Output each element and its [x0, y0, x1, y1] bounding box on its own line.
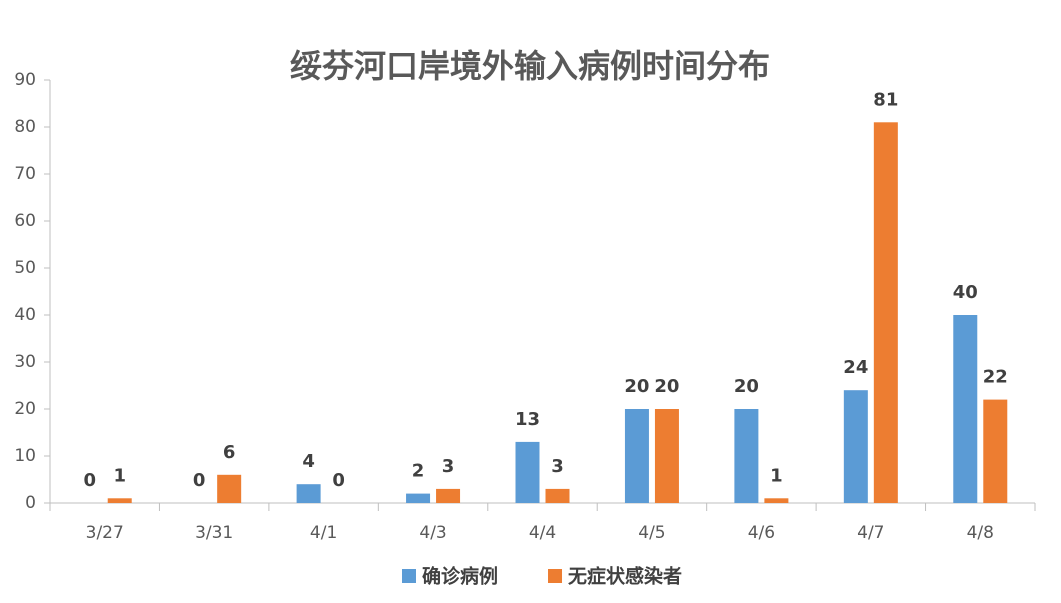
value-label: 3 — [442, 456, 455, 477]
bar — [515, 441, 540, 503]
bar — [107, 498, 132, 503]
value-label: 40 — [953, 282, 978, 303]
x-tick-label: 3/27 — [86, 523, 124, 543]
legend-swatch — [402, 569, 416, 583]
x-tick-label: 4/8 — [967, 523, 994, 543]
y-tick-label: 50 — [14, 258, 36, 278]
y-tick-label: 30 — [14, 352, 36, 372]
y-tick-label: 70 — [14, 164, 36, 184]
bar — [436, 488, 461, 503]
value-label: 3 — [551, 456, 564, 477]
y-tick-label: 90 — [14, 70, 36, 90]
x-tick-label: 4/7 — [857, 523, 884, 543]
bar — [545, 488, 570, 503]
x-tick-label: 3/31 — [195, 523, 233, 543]
x-tick-label: 4/3 — [419, 523, 446, 543]
value-label: 20 — [734, 376, 759, 397]
y-tick-label: 10 — [14, 446, 36, 466]
bar — [953, 315, 978, 503]
x-tick-label: 4/6 — [748, 523, 775, 543]
legend-label: 无症状感染者 — [568, 565, 682, 588]
y-tick-label: 20 — [14, 399, 36, 419]
y-tick-label: 80 — [14, 117, 36, 137]
value-label: 20 — [624, 376, 649, 397]
value-label: 4 — [302, 451, 315, 472]
value-label: 0 — [83, 470, 96, 491]
x-tick-label: 4/5 — [638, 523, 665, 543]
bar — [764, 498, 789, 503]
chart-title: 绥芬河口岸境外输入病例时间分布 — [290, 47, 770, 85]
bar — [624, 409, 649, 503]
bar — [843, 390, 868, 503]
value-label: 0 — [193, 470, 206, 491]
value-label: 6 — [223, 442, 236, 463]
y-tick-label: 0 — [25, 493, 36, 513]
bar — [654, 409, 679, 503]
bar — [217, 474, 242, 503]
value-label: 81 — [873, 89, 898, 110]
x-tick-label: 4/1 — [310, 523, 337, 543]
value-label: 22 — [983, 367, 1008, 388]
x-tick-label: 4/4 — [529, 523, 556, 543]
legend-swatch — [548, 569, 563, 583]
value-label: 0 — [332, 470, 345, 491]
value-label: 13 — [515, 409, 540, 430]
value-label: 24 — [843, 357, 868, 378]
value-label: 1 — [113, 465, 126, 486]
bar — [734, 409, 759, 503]
y-tick-label: 40 — [14, 305, 36, 325]
legend-label: 确诊病例 — [422, 565, 498, 588]
bar — [983, 399, 1008, 503]
value-label: 1 — [770, 465, 783, 486]
bar — [873, 122, 898, 504]
bar — [296, 484, 321, 503]
value-label: 20 — [654, 376, 679, 397]
value-label: 2 — [412, 461, 425, 482]
y-tick-label: 60 — [14, 211, 36, 231]
bar — [406, 493, 431, 503]
